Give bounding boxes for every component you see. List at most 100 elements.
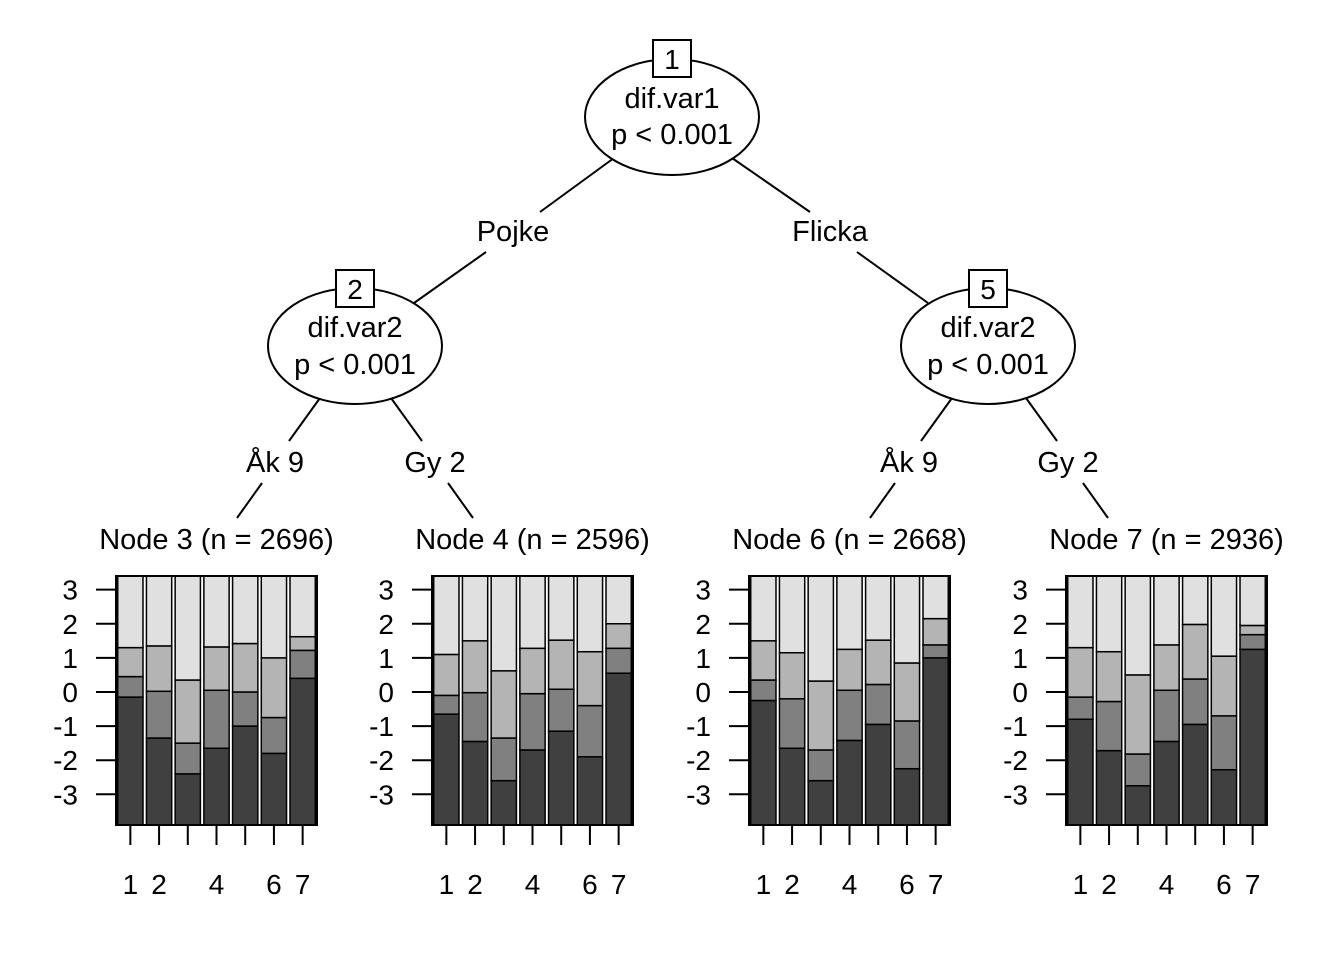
bar-segment (922, 575, 950, 620)
bar-segment (461, 640, 489, 694)
x-tick-label: 1 (123, 869, 139, 900)
bar-segment (749, 640, 777, 681)
bar-segment (519, 749, 546, 826)
edge-line (920, 397, 953, 442)
bar-segment (203, 747, 230, 826)
bar-segment (1153, 575, 1180, 646)
bar-segment (807, 779, 835, 826)
bar-segment (1095, 575, 1123, 653)
x-tick-label: 1 (1073, 869, 1089, 900)
node-id: 1 (664, 44, 680, 75)
bar-segment (231, 691, 259, 727)
y-tick-label: -2 (53, 745, 78, 776)
bar-segment (432, 653, 460, 697)
y-tick-label: 2 (1012, 609, 1028, 640)
edge-line (869, 482, 896, 519)
y-tick-label: -3 (686, 779, 711, 810)
x-tick-label: 1 (439, 869, 455, 900)
edge-label-ak9-right: Åk 9 (880, 446, 938, 479)
y-tick-label: 2 (62, 609, 78, 640)
y-tick-label: 0 (695, 677, 711, 708)
bar-segment (893, 720, 921, 770)
node-variable: dif.var1 (624, 83, 719, 115)
bar-segment (289, 677, 317, 826)
edge-label-gy2-right: Gy 2 (1037, 447, 1098, 479)
bar-segment (289, 575, 317, 638)
y-tick-label: 1 (378, 643, 394, 674)
bar-segment (576, 575, 604, 653)
y-tick-label: 3 (695, 575, 711, 606)
x-tick-label: 7 (1245, 869, 1261, 900)
edge-label-pojke: Pojke (477, 216, 550, 248)
bar-segment (807, 575, 835, 682)
bar-segment (1066, 718, 1094, 826)
x-tick-label: 2 (151, 869, 167, 900)
bar-segment (778, 698, 806, 749)
y-tick-label: 2 (378, 609, 394, 640)
bar-segment (605, 575, 633, 625)
x-tick-label: 7 (611, 869, 627, 900)
x-tick-label: 4 (842, 869, 858, 900)
edge-line (1025, 397, 1058, 442)
bar-segment (174, 773, 202, 826)
y-tick-label: 1 (62, 643, 78, 674)
bar-segment (1124, 674, 1152, 755)
bar-segment (1153, 644, 1180, 692)
bar-segment (1210, 655, 1238, 717)
y-tick-label: 0 (378, 677, 394, 708)
y-tick-label: -1 (1003, 711, 1028, 742)
bar-segment (778, 652, 806, 700)
y-tick-label: -2 (686, 745, 711, 776)
bar-segment (1095, 700, 1123, 752)
bar-segment (174, 742, 202, 775)
bar-segment (778, 575, 806, 654)
y-tick-label: -2 (1003, 745, 1028, 776)
terminal-node-title: Node 6 (n = 2668) (732, 524, 967, 556)
bar-segment (922, 657, 950, 826)
x-tick-label: 6 (582, 869, 598, 900)
y-tick-label: -1 (369, 711, 394, 742)
bar-segment (1066, 696, 1094, 721)
x-tick-label: 6 (266, 869, 282, 900)
bar-segment (864, 683, 892, 726)
y-tick-label: -3 (369, 779, 394, 810)
x-tick-label: 1 (756, 869, 772, 900)
bar-segment (893, 767, 921, 826)
bar-segment (490, 737, 518, 782)
bar-segment (576, 704, 604, 758)
bar-segment (749, 699, 777, 826)
bar-segment (1095, 749, 1123, 826)
bar-segment (605, 672, 633, 826)
bar-segment (432, 694, 460, 715)
inner-node-2: 2 dif.var2 p < 0.001 (267, 269, 443, 405)
x-tick-label: 4 (209, 869, 225, 900)
bar-segment (1210, 715, 1238, 771)
bar-segment (547, 730, 575, 826)
bar-segment (922, 644, 950, 659)
inner-node-5: 5 dif.var2 p < 0.001 (900, 269, 1076, 405)
bar-segment (605, 623, 633, 650)
y-tick-label: -3 (53, 779, 78, 810)
bar-segment (145, 645, 173, 693)
bar-segment (490, 779, 518, 826)
bar-segment (260, 716, 288, 755)
bar-segment (749, 679, 777, 702)
bar-segment (1239, 624, 1267, 636)
bar-segment (145, 737, 173, 826)
bar-segment (1210, 575, 1238, 657)
y-tick-label: -2 (369, 745, 394, 776)
bar-segment (461, 740, 489, 826)
bar-segment (836, 739, 863, 826)
node-id: 5 (980, 274, 996, 305)
bar-segment (1181, 723, 1209, 826)
bar-segment (922, 617, 950, 646)
edge-line (390, 397, 423, 442)
bar-segment (1210, 768, 1238, 826)
bar-segment (289, 635, 317, 652)
y-tick-label: 0 (62, 677, 78, 708)
inner-node-1: 1 dif.var1 p < 0.001 (584, 39, 760, 176)
y-tick-label: 3 (1012, 575, 1028, 606)
